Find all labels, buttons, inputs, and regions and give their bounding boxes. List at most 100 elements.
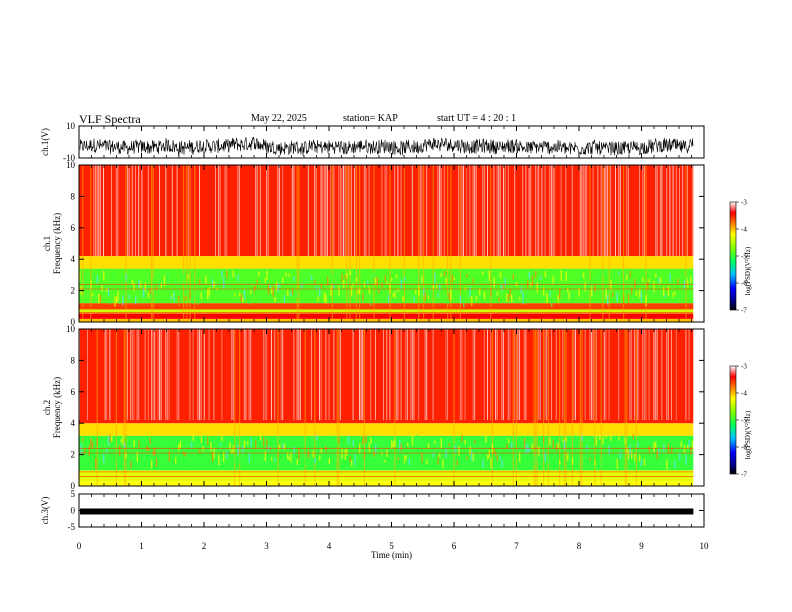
- low-band-speckle: [685, 276, 687, 281]
- noise-streak: [410, 329, 412, 421]
- low-band-speckle: [653, 281, 655, 293]
- noise-streak: [637, 329, 639, 421]
- low-band-speckle: [106, 448, 108, 454]
- low-band-speckle: [642, 277, 644, 283]
- low-band-speckle: [122, 295, 124, 306]
- low-band-speckle: [312, 281, 314, 286]
- low-band-speckle: [403, 455, 406, 464]
- low-band-speckle: [112, 457, 114, 466]
- low-band-speckle: [439, 453, 441, 458]
- low-band-speckle: [387, 295, 390, 303]
- low-band-speckle: [224, 282, 226, 291]
- noise-streak: [679, 165, 680, 257]
- low-band-speckle: [485, 273, 487, 283]
- impulse-streak: [559, 329, 561, 486]
- no-data-region: [693, 329, 704, 486]
- x-tick-label: 4: [327, 541, 332, 551]
- noise-streak: [659, 165, 661, 257]
- low-band-speckle: [386, 281, 388, 285]
- noise-streak: [291, 165, 293, 257]
- impulse-streak: [189, 165, 191, 322]
- noise-streak: [421, 165, 423, 257]
- y-tick-label: 10: [66, 324, 76, 334]
- low-band-speckle: [437, 456, 439, 465]
- low-band-speckle: [419, 455, 422, 460]
- low-band-speckle: [176, 451, 178, 458]
- low-band-speckle: [589, 457, 591, 461]
- low-band-speckle: [483, 291, 486, 300]
- low-band-speckle: [283, 294, 286, 303]
- impulse-streak: [579, 329, 581, 486]
- noise-streak: [619, 165, 621, 257]
- low-band-speckle: [154, 288, 156, 293]
- low-band-speckle: [575, 281, 577, 285]
- low-band-speckle: [629, 444, 631, 455]
- noise-streak: [386, 329, 388, 421]
- low-band-speckle: [272, 442, 274, 452]
- low-band-speckle: [87, 453, 89, 457]
- noise-streak: [483, 165, 485, 257]
- noise-streak: [187, 165, 189, 257]
- noise-streak: [293, 165, 295, 257]
- noise-streak: [413, 329, 415, 421]
- low-band-speckle: [275, 282, 278, 292]
- low-band-speckle: [413, 296, 415, 302]
- low-band-speckle: [139, 448, 142, 457]
- low-band-speckle: [522, 292, 524, 304]
- low-band-speckle: [189, 290, 191, 299]
- noise-streak: [96, 165, 98, 257]
- low-band-speckle: [456, 277, 458, 288]
- noise-streak: [618, 329, 620, 421]
- impulse-streak: [608, 165, 610, 322]
- low-band-speckle: [605, 434, 607, 439]
- low-band-speckle: [328, 295, 330, 304]
- low-band-speckle: [410, 452, 412, 464]
- low-band-speckle: [208, 287, 210, 296]
- impulse-streak: [234, 329, 236, 486]
- low-band-speckle: [519, 451, 521, 463]
- impulse-streak: [685, 165, 687, 322]
- low-band-speckle: [384, 275, 386, 282]
- low-band-speckle: [498, 297, 500, 302]
- low-band-speckle: [251, 287, 254, 297]
- low-band-speckle: [322, 460, 324, 472]
- colorbar-tick-label: -7: [741, 307, 747, 315]
- impulse-streak: [403, 165, 405, 322]
- low-band-speckle: [336, 440, 338, 447]
- low-band-speckle: [186, 285, 188, 296]
- noise-streak: [685, 329, 687, 421]
- low-band-speckle: [591, 438, 593, 444]
- low-band-speckle: [133, 282, 135, 292]
- low-band-speckle: [527, 446, 529, 452]
- low-band-speckle: [352, 439, 354, 447]
- noise-streak: [165, 329, 167, 421]
- impulse-streak: [90, 165, 92, 322]
- impulse-streak: [239, 329, 241, 486]
- low-band-speckle: [461, 434, 463, 443]
- low-band-speckle: [507, 293, 510, 302]
- impulse-streak: [304, 329, 306, 486]
- noise-streak: [666, 165, 668, 257]
- noise-streak: [111, 165, 112, 257]
- low-band-speckle: [202, 291, 204, 296]
- noise-streak: [669, 165, 671, 257]
- y-tick-label: 8: [71, 191, 76, 201]
- noise-streak: [656, 329, 658, 421]
- noise-streak: [109, 329, 111, 421]
- low-band-speckle: [447, 296, 449, 305]
- low-band-speckle: [122, 435, 124, 446]
- low-band-speckle: [533, 294, 535, 299]
- low-band-speckle: [661, 292, 663, 303]
- low-band-speckle: [187, 274, 190, 280]
- noise-streak: [631, 329, 632, 421]
- low-band-speckle: [311, 446, 313, 458]
- low-band-speckle: [583, 454, 585, 462]
- low-band-speckle: [517, 457, 519, 464]
- spectral-band: [79, 423, 694, 436]
- low-band-speckle: [181, 441, 183, 448]
- y-tick-label: 8: [71, 355, 76, 365]
- noise-streak: [419, 165, 421, 257]
- noise-streak: [474, 165, 476, 257]
- low-band-speckle: [207, 436, 209, 446]
- low-band-speckle: [279, 444, 281, 450]
